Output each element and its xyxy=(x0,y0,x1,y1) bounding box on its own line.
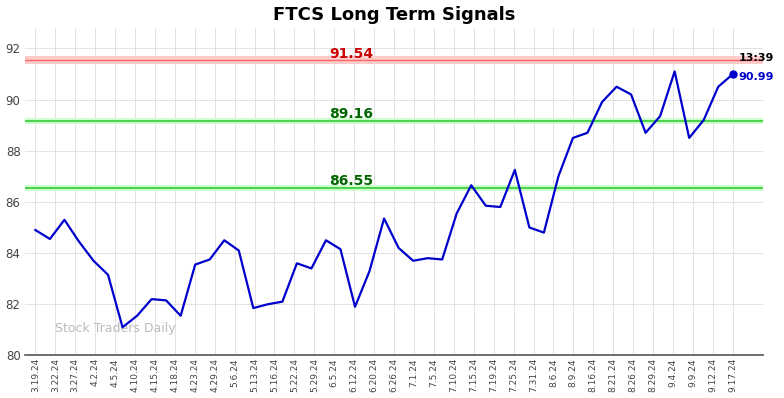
Bar xyxy=(25,185,763,191)
Text: 86.55: 86.55 xyxy=(329,174,373,188)
Bar xyxy=(25,56,763,64)
Title: FTCS Long Term Signals: FTCS Long Term Signals xyxy=(273,6,515,23)
Text: 90.99: 90.99 xyxy=(739,72,775,82)
Bar xyxy=(25,118,763,124)
Text: 89.16: 89.16 xyxy=(329,107,373,121)
Text: Stock Traders Daily: Stock Traders Daily xyxy=(56,322,176,335)
Text: 91.54: 91.54 xyxy=(329,47,373,60)
Text: 13:39: 13:39 xyxy=(739,53,774,63)
